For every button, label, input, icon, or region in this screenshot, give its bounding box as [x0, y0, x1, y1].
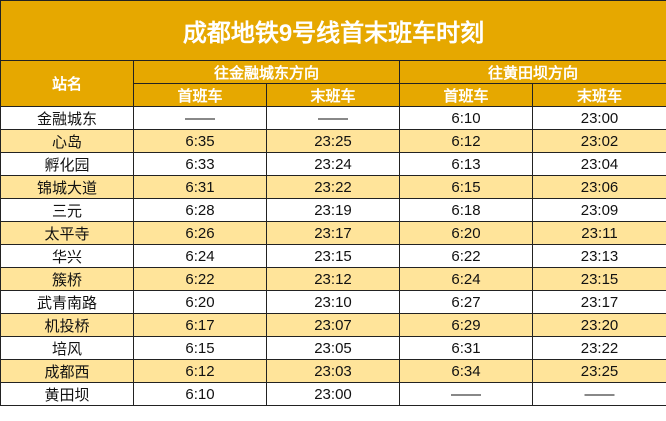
cell-d2-last: 23:04 — [531, 152, 666, 176]
cell-d1-first: 6:28 — [133, 198, 267, 222]
cell-d1-last: 23:10 — [266, 290, 400, 314]
cell-station: 培风 — [0, 336, 134, 360]
cell-d2-first: 6:15 — [399, 175, 533, 199]
cell-d1-first: 6:17 — [133, 313, 267, 337]
header-d2-first: 首班车 — [399, 83, 533, 107]
cell-d1-first: 6:26 — [133, 221, 267, 245]
cell-d1-first: 6:12 — [133, 359, 267, 383]
cell-d2-last: —— — [531, 382, 666, 406]
table-row: 黄田坝 6:10 23:00 —— —— — [0, 382, 666, 406]
header-d2-last: 末班车 — [531, 83, 666, 107]
table-row: 簇桥 6:22 23:12 6:24 23:15 — [0, 267, 666, 291]
cell-d2-first: 6:20 — [399, 221, 533, 245]
cell-station: 黄田坝 — [0, 382, 134, 406]
cell-station: 成都西 — [0, 359, 134, 383]
header-station: 站名 — [0, 60, 134, 107]
cell-d1-last: 23:25 — [266, 129, 400, 153]
cell-d1-first: 6:20 — [133, 290, 267, 314]
header-direction-1: 往金融城东方向 — [133, 60, 400, 84]
cell-d2-last: 23:11 — [531, 221, 666, 245]
cell-d1-last: 23:05 — [266, 336, 400, 360]
table-row: 心岛 6:35 23:25 6:12 23:02 — [0, 129, 666, 153]
cell-d1-last: 23:00 — [266, 382, 400, 406]
cell-d2-first: 6:18 — [399, 198, 533, 222]
cell-d1-last: —— — [266, 106, 400, 130]
table-row: 培风 6:15 23:05 6:31 23:22 — [0, 336, 666, 360]
table-row: 成都西 6:12 23:03 6:34 23:25 — [0, 359, 666, 383]
cell-d2-first: 6:22 — [399, 244, 533, 268]
cell-d1-last: 23:15 — [266, 244, 400, 268]
table-row: 金融城东 —— —— 6:10 23:00 — [0, 106, 666, 130]
cell-station: 太平寺 — [0, 221, 134, 245]
table-row: 锦城大道 6:31 23:22 6:15 23:06 — [0, 175, 666, 199]
cell-station: 华兴 — [0, 244, 134, 268]
cell-d1-last: 23:03 — [266, 359, 400, 383]
cell-d1-first: 6:33 — [133, 152, 267, 176]
cell-d2-first: 6:29 — [399, 313, 533, 337]
cell-d2-last: 23:09 — [531, 198, 666, 222]
cell-d1-last: 23:19 — [266, 198, 400, 222]
cell-d1-last: 23:24 — [266, 152, 400, 176]
cell-station: 三元 — [0, 198, 134, 222]
cell-d2-first: 6:10 — [399, 106, 533, 130]
cell-d2-first: 6:27 — [399, 290, 533, 314]
cell-d2-first: —— — [399, 382, 533, 406]
cell-d1-last: 23:22 — [266, 175, 400, 199]
timetable: 成都地铁9号线首末班车时刻 站名 往金融城东方向 往黄田坝方向 首班车 末班车 … — [0, 0, 666, 406]
cell-station: 金融城东 — [0, 106, 134, 130]
table-row: 孵化园 6:33 23:24 6:13 23:04 — [0, 152, 666, 176]
cell-d2-first: 6:12 — [399, 129, 533, 153]
cell-d1-last: 23:17 — [266, 221, 400, 245]
cell-d2-first: 6:31 — [399, 336, 533, 360]
cell-station: 孵化园 — [0, 152, 134, 176]
table-row: 太平寺 6:26 23:17 6:20 23:11 — [0, 221, 666, 245]
cell-station: 锦城大道 — [0, 175, 134, 199]
cell-d1-first: 6:10 — [133, 382, 267, 406]
cell-d2-last: 23:00 — [531, 106, 666, 130]
cell-d1-first: —— — [133, 106, 267, 130]
cell-d1-first: 6:24 — [133, 244, 267, 268]
cell-d2-last: 23:25 — [531, 359, 666, 383]
cell-d1-first: 6:31 — [133, 175, 267, 199]
cell-d2-last: 23:02 — [531, 129, 666, 153]
cell-station: 武青南路 — [0, 290, 134, 314]
header-d1-last: 末班车 — [266, 83, 400, 107]
cell-d2-last: 23:20 — [531, 313, 666, 337]
cell-station: 簇桥 — [0, 267, 134, 291]
cell-d2-last: 23:15 — [531, 267, 666, 291]
cell-d1-last: 23:07 — [266, 313, 400, 337]
cell-d1-first: 6:15 — [133, 336, 267, 360]
cell-station: 机投桥 — [0, 313, 134, 337]
page-title: 成都地铁9号线首末班车时刻 — [0, 0, 666, 61]
table-row: 三元 6:28 23:19 6:18 23:09 — [0, 198, 666, 222]
cell-d2-first: 6:24 — [399, 267, 533, 291]
cell-d1-last: 23:12 — [266, 267, 400, 291]
cell-d2-last: 23:17 — [531, 290, 666, 314]
table-row: 机投桥 6:17 23:07 6:29 23:20 — [0, 313, 666, 337]
cell-d2-first: 6:34 — [399, 359, 533, 383]
cell-station: 心岛 — [0, 129, 134, 153]
cell-d2-last: 23:13 — [531, 244, 666, 268]
cell-d2-first: 6:13 — [399, 152, 533, 176]
cell-d1-first: 6:35 — [133, 129, 267, 153]
header-d1-first: 首班车 — [133, 83, 267, 107]
cell-d1-first: 6:22 — [133, 267, 267, 291]
cell-d2-last: 23:06 — [531, 175, 666, 199]
table-row: 华兴 6:24 23:15 6:22 23:13 — [0, 244, 666, 268]
header-direction-2: 往黄田坝方向 — [398, 60, 666, 84]
cell-d2-last: 23:22 — [531, 336, 666, 360]
table-row: 武青南路 6:20 23:10 6:27 23:17 — [0, 290, 666, 314]
